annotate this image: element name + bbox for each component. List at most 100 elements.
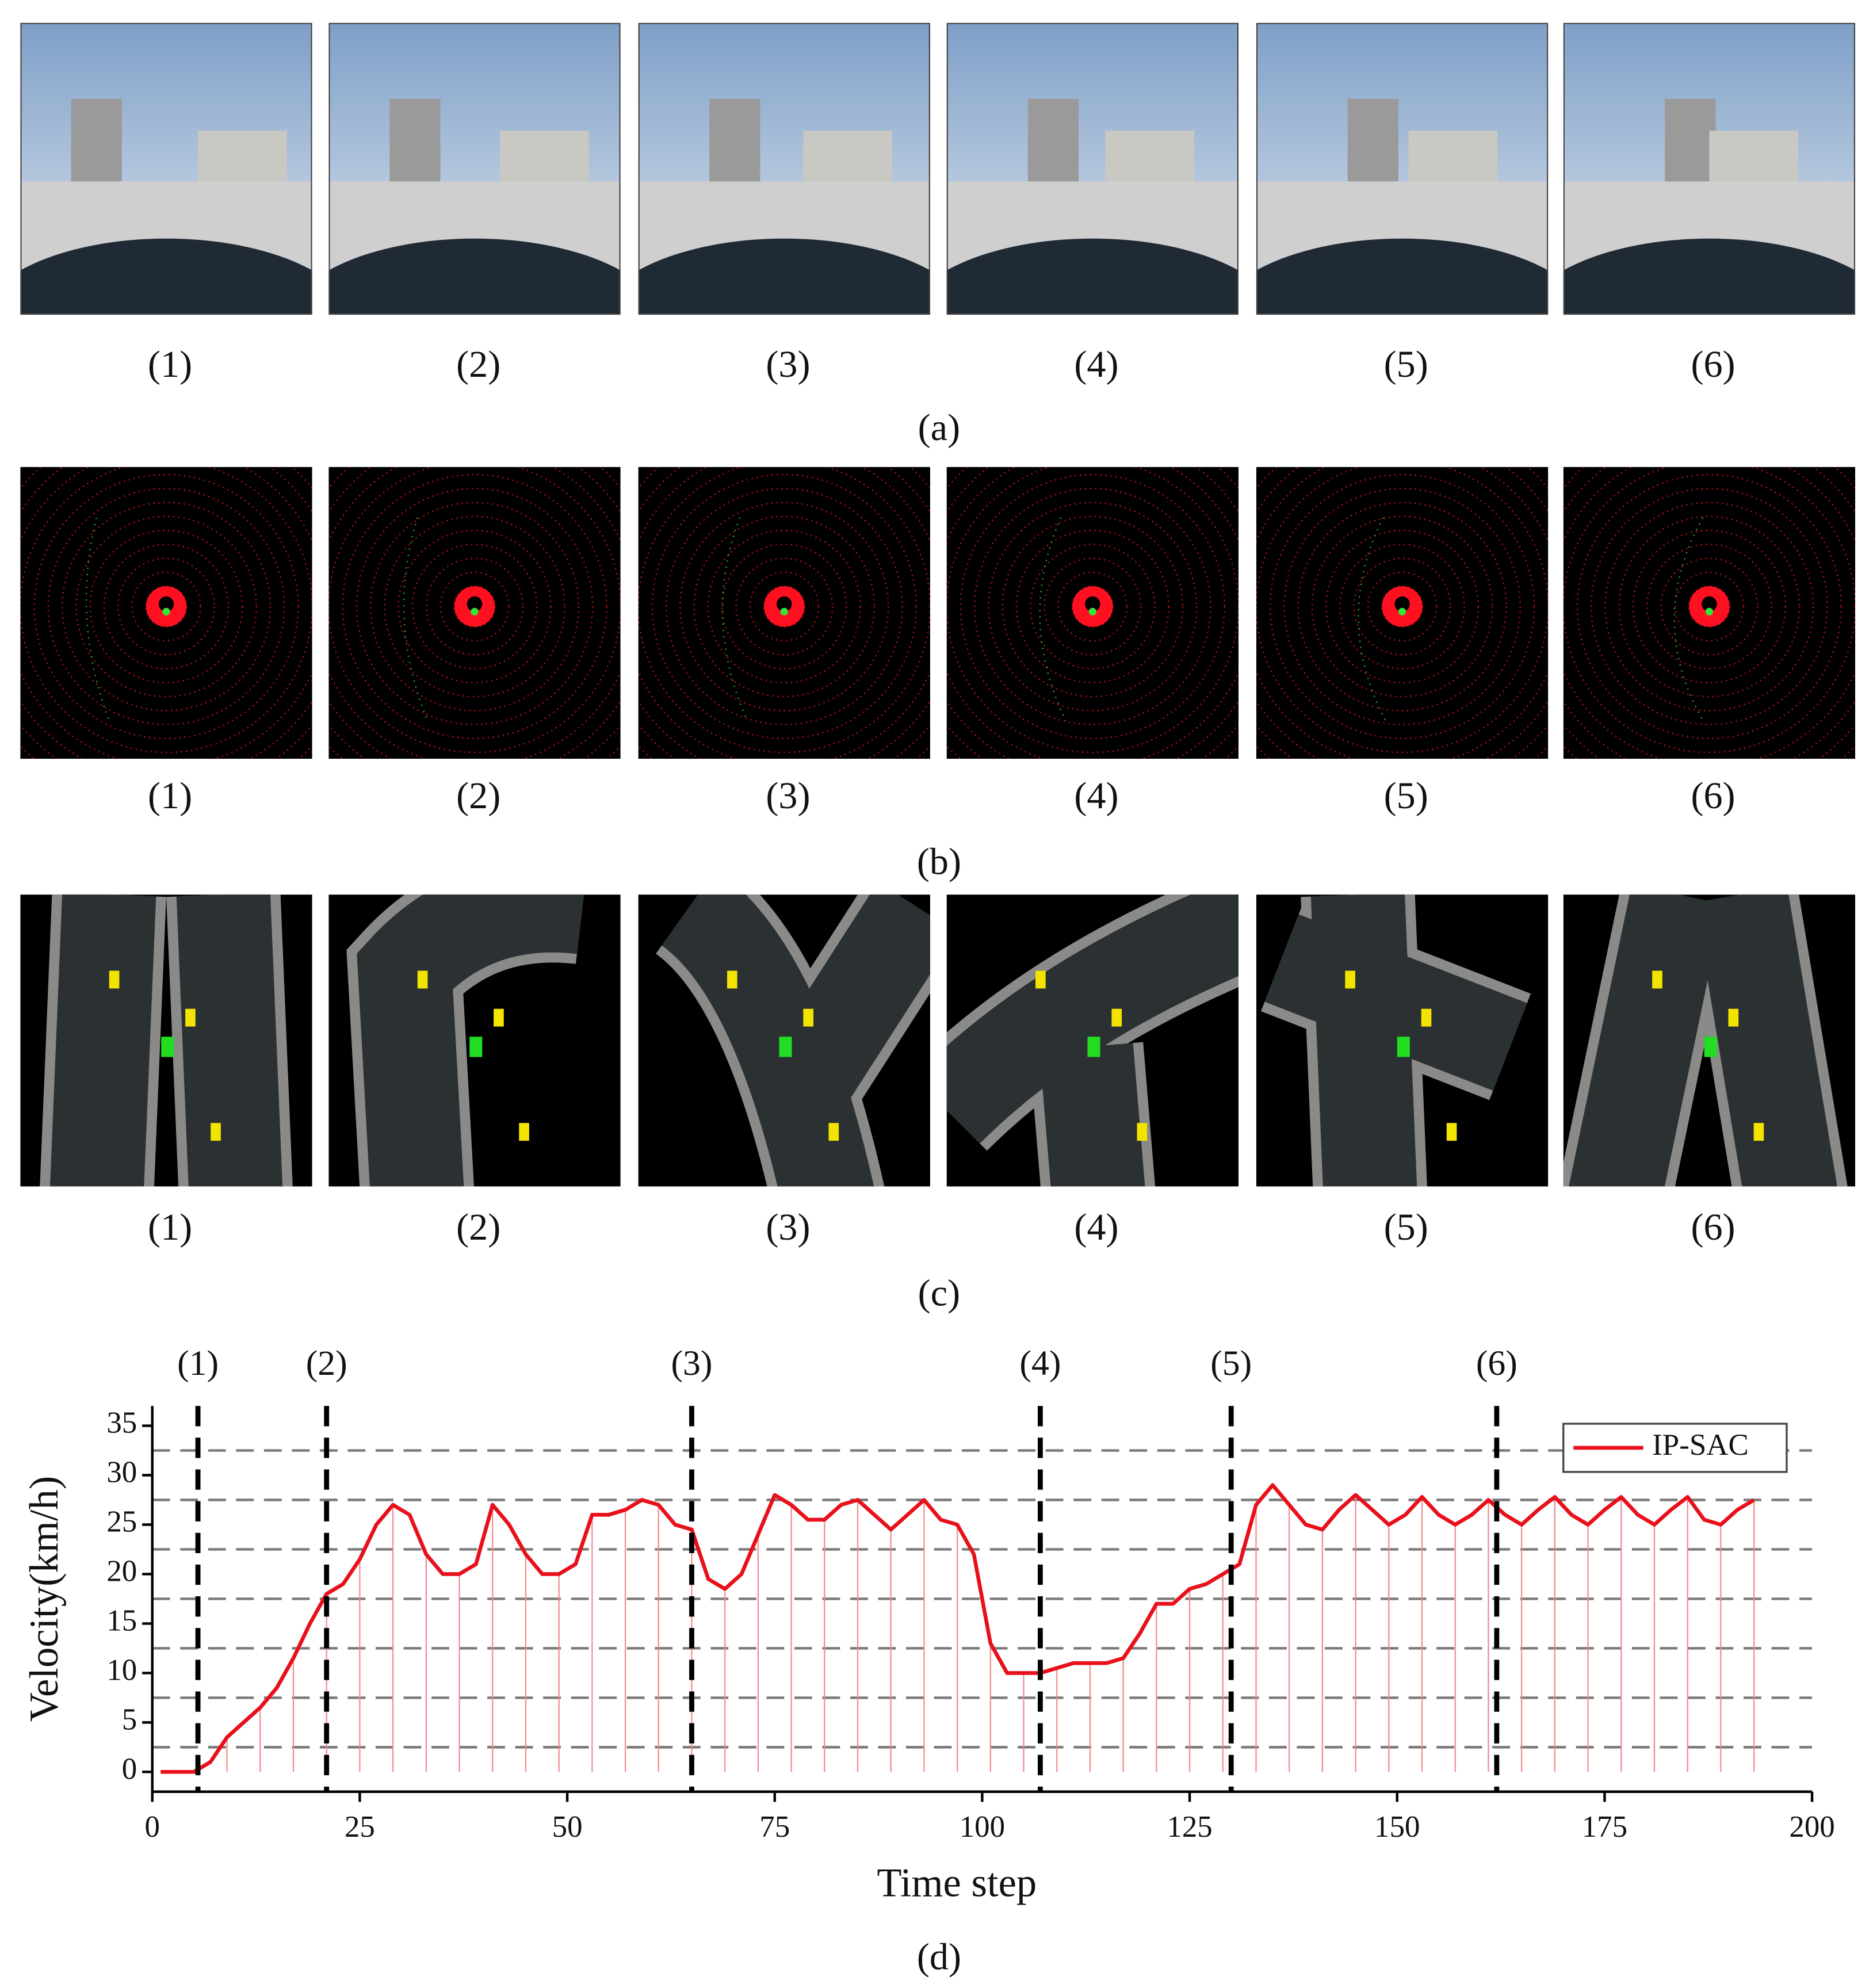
panel-label: (3): [766, 1206, 810, 1248]
lidar-ring: [693, 515, 876, 698]
lidar-ring: [1590, 487, 1828, 725]
panel-label: (1): [148, 1206, 192, 1248]
image-panel: [946, 22, 1239, 315]
lidar-ring: [131, 571, 201, 642]
ego-vehicle: [1087, 1037, 1100, 1057]
x-axis-label: Time step: [877, 1860, 1037, 1905]
lidar-ring: [47, 487, 285, 725]
panel-border: [946, 22, 1239, 315]
image-panel: [1563, 467, 1856, 759]
lidar-ring: [1576, 473, 1843, 740]
y-tick-label: 5: [122, 1703, 137, 1737]
lidar-ring: [1029, 544, 1156, 670]
y-tick-label: 35: [106, 1406, 137, 1440]
panel-label: (6): [1691, 775, 1735, 817]
image-panel: [20, 894, 312, 1187]
lidar-ring: [369, 502, 580, 712]
vehicle: [185, 1008, 196, 1027]
panel-border: [20, 22, 312, 315]
panel-label: (2): [456, 343, 500, 385]
marker-label: (4): [1019, 1344, 1061, 1383]
ego: [162, 607, 170, 615]
lidar-ring: [749, 571, 820, 642]
ego-vehicle: [1397, 1037, 1410, 1057]
lidar-ring: [1660, 557, 1759, 656]
lidar-ring: [33, 473, 299, 740]
x-tick-label: 25: [345, 1810, 375, 1844]
lidar-hole: [467, 596, 483, 612]
car-hood: [20, 238, 312, 315]
panel-label: (5): [1384, 343, 1428, 385]
car-hood: [638, 238, 930, 315]
lidar-ring: [342, 473, 607, 740]
vehicle: [417, 970, 428, 989]
road: [946, 894, 1239, 1187]
lidar-ring: [721, 544, 847, 670]
image-panel: [328, 894, 621, 1187]
buildings: [1027, 99, 1079, 188]
x-tick-label: 175: [1582, 1810, 1627, 1844]
panel-label: (2): [456, 1206, 500, 1248]
car-hood: [1563, 238, 1856, 315]
panel-label: (6): [1691, 1206, 1735, 1248]
lidar-ring: [75, 515, 257, 698]
lidar-ring: [1674, 571, 1745, 642]
panel-label: (1): [148, 775, 192, 817]
x-tick-label: 150: [1374, 1810, 1420, 1844]
image-panel: [1563, 894, 1856, 1187]
panel-label: (4): [1074, 775, 1118, 817]
ego-vehicle: [161, 1037, 174, 1057]
y-tick-label: 15: [106, 1604, 137, 1638]
lidar-ring: [1325, 529, 1480, 684]
panel-label: (5): [1384, 1206, 1428, 1248]
lidar-ring: [1015, 529, 1170, 684]
y-axis-label: Velocity(km/h): [22, 1476, 67, 1722]
road: [49, 894, 283, 1187]
lidar-ring: [1283, 487, 1522, 725]
lidar-ring: [1311, 515, 1493, 698]
image-panel: [1256, 22, 1549, 315]
ego-vehicle: [779, 1037, 792, 1057]
lidar-ring: [988, 502, 1198, 712]
x-tick-label: 125: [1167, 1810, 1212, 1844]
vehicle: [109, 970, 120, 989]
lidar-ring: [1632, 529, 1787, 684]
panel-label: (2): [456, 775, 500, 817]
panel-border: [1256, 22, 1549, 315]
subfigure-label: (b): [917, 841, 961, 883]
buildings: [1665, 99, 1716, 188]
subfigure-label: (d): [917, 1936, 961, 1978]
image-panel: [946, 894, 1239, 1187]
vehicle: [1035, 970, 1046, 989]
marker-label: (3): [671, 1344, 712, 1383]
lidar-hole: [1394, 596, 1410, 612]
road: [1569, 894, 1837, 1187]
vehicle: [519, 1123, 529, 1141]
lidar-ring: [1353, 557, 1451, 656]
lidar-ring: [960, 473, 1226, 740]
image-panel: [20, 22, 312, 315]
image-panel: [638, 467, 930, 759]
lidar-edge: [85, 517, 110, 721]
ego: [780, 607, 788, 615]
road: [357, 894, 584, 1187]
car-hood: [1256, 238, 1549, 315]
image-panel: [1256, 467, 1549, 759]
wall: [500, 131, 589, 188]
ego-vehicle: [1704, 1037, 1717, 1057]
lidar-ring: [638, 467, 930, 754]
vehicle: [1652, 970, 1662, 989]
car-hood: [328, 238, 621, 315]
lidar-ring: [328, 467, 621, 754]
lidar-ring: [89, 529, 243, 684]
lidar-ring: [665, 487, 903, 725]
y-tick-label: 25: [106, 1505, 137, 1539]
lidar-ring: [117, 557, 216, 656]
wall: [1709, 131, 1798, 188]
wall: [198, 131, 287, 188]
lidar-hole: [1702, 596, 1717, 612]
image-panel: [1256, 894, 1549, 1187]
vehicle: [1345, 970, 1355, 989]
marker-label: (2): [306, 1344, 347, 1383]
marker-label: (6): [1476, 1344, 1517, 1383]
